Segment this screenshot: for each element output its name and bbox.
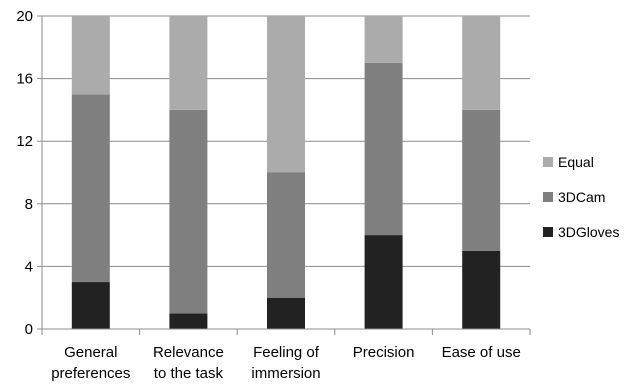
legend-label-equal: Equal	[558, 154, 594, 170]
x-category-label: to the task	[154, 365, 224, 382]
bar-3dgloves-3	[364, 235, 403, 329]
bar-equal-4	[462, 16, 501, 110]
legend-swatch-3dgloves	[543, 227, 553, 237]
bar-3dcam-3	[364, 62, 403, 236]
legend-label-3dcam: 3DCam	[558, 189, 605, 205]
bar-equal-0	[71, 16, 110, 95]
x-category-label: Ease of use	[442, 344, 521, 361]
axes	[37, 15, 531, 335]
x-category-label: Relevance	[153, 344, 224, 361]
legend: Equal 3DCam 3DGloves	[543, 154, 619, 240]
x-category-label: immersion	[251, 365, 320, 382]
x-category-label: Precision	[353, 344, 415, 361]
bar-equal-3	[364, 16, 403, 63]
x-category-label: General	[64, 344, 117, 361]
x-category-label: preferences	[51, 365, 130, 382]
bar-equal-1	[169, 16, 208, 110]
bar-3dcam-1	[169, 109, 208, 314]
bars	[71, 16, 501, 329]
y-tick-label: 16	[16, 71, 33, 88]
y-tick-label: 4	[25, 258, 33, 275]
legend-swatch-3dcam	[543, 192, 553, 202]
legend-swatch-equal	[543, 157, 553, 167]
bar-3dcam-0	[71, 94, 110, 283]
bar-3dcam-2	[267, 172, 305, 298]
bar-3dgloves-4	[462, 250, 501, 329]
bar-3dcam-4	[462, 109, 501, 251]
y-axis-tick-labels: 0 4 8 12 16 20	[16, 8, 33, 338]
x-category-label: Feeling of	[253, 344, 320, 361]
bar-3dgloves-1	[169, 313, 208, 329]
y-tick-label: 12	[16, 133, 33, 150]
y-tick-label: 20	[16, 8, 33, 25]
bar-3dgloves-2	[267, 297, 305, 329]
y-tick-label: 0	[25, 321, 33, 338]
x-axis-category-labels: General preferences Relevance to the task Fe…	[51, 344, 521, 382]
bar-equal-2	[267, 16, 305, 173]
y-tick-label: 8	[25, 196, 33, 213]
bar-3dgloves-0	[71, 282, 110, 329]
legend-label-3dgloves: 3DGloves	[558, 224, 619, 240]
